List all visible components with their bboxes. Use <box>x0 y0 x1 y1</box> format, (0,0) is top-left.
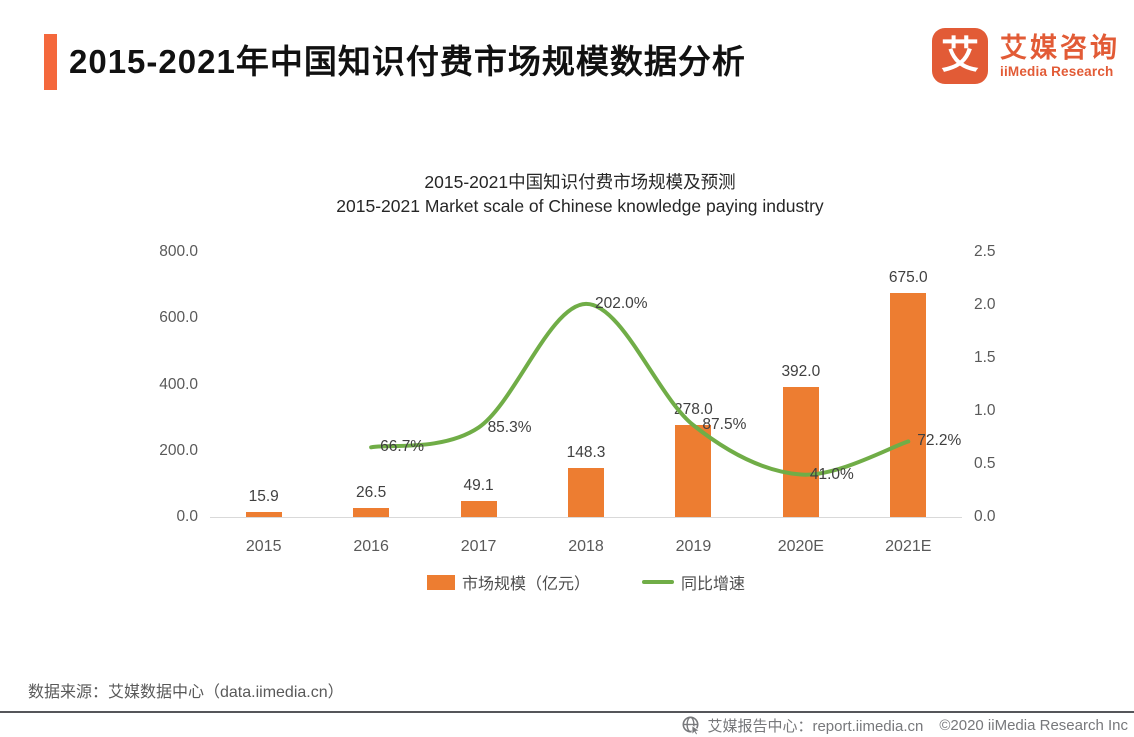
legend-item-growth-rate: 同比增速 <box>642 570 745 594</box>
y-tick-label-left: 800.0 <box>159 243 198 260</box>
bar-2019 <box>675 424 712 517</box>
y-tick-label-right: 0.5 <box>974 455 996 472</box>
right-axis: 2.5 2.0 1.5 1.0 0.5 0.0 <box>974 243 1024 525</box>
title-accent-bar <box>44 34 57 90</box>
bar-2016 <box>353 508 390 517</box>
bar-2018 <box>568 467 604 517</box>
growth-value-label: 87.5% <box>702 416 747 434</box>
growth-value-label: 41.0% <box>809 465 854 483</box>
line-series-swatch <box>642 580 674 584</box>
y-tick-label-right: 1.5 <box>974 349 996 366</box>
bar-2017 <box>460 500 497 517</box>
growth-value-label: 85.3% <box>487 418 532 436</box>
footer-copyright: ©2020 iiMedia Research Inc <box>939 717 1128 734</box>
x-tick-label: 2018 <box>568 538 604 555</box>
bar-value-label: 15.9 <box>248 487 279 505</box>
chart-legend: 市场规模（亿元） 同比增速 <box>210 570 962 594</box>
bar-series-swatch <box>426 574 455 590</box>
footer-bar: 艾媒报告中心：report.iimedia.cn ©2020 iiMedia R… <box>682 715 1128 736</box>
x-tick-label: 2015 <box>245 538 282 555</box>
footer-divider <box>0 711 1134 713</box>
growth-line <box>369 301 911 477</box>
legend-item-market-scale: 市场规模（亿元） <box>426 570 590 594</box>
brand-name-cn: 艾媒咨询 <box>1000 32 1120 63</box>
bar-value-label: 148.3 <box>566 443 606 461</box>
brand-name-en: iiMedia Research <box>1000 63 1114 79</box>
globe-cursor-icon <box>682 716 701 735</box>
x-tick-label: 2020E <box>777 538 824 555</box>
data-source-note: 数据来源：艾媒数据中心（data.iimedia.cn） <box>28 684 344 701</box>
bar-2015 <box>245 511 282 517</box>
footer-site-link[interactable]: 艾媒报告中心：report.iimedia.cn <box>707 718 924 735</box>
x-tick-label: 2017 <box>460 538 497 555</box>
iimedia-logo: 艾 艾媒咨询 iiMedia Research <box>932 28 1120 84</box>
y-tick-label-left: 0.0 <box>176 508 198 525</box>
y-tick-label-right: 1.0 <box>974 402 996 419</box>
growth-value-label: 72.2% <box>917 432 962 450</box>
legend-label-growth-rate: 同比增速 <box>681 576 746 593</box>
left-axis: 800.0 600.0 400.0 200.0 0.0 <box>140 243 198 525</box>
chart-title-cn: 2015-2021中国知识付费市场规模及预测 <box>424 172 736 192</box>
y-tick-label-left: 600.0 <box>159 309 198 327</box>
bar-2020E <box>782 387 819 517</box>
page-title: 2015-2021年中国知识付费市场规模数据分析 <box>69 43 746 80</box>
chart-title-block: 2015-2021中国知识付费市场规模及预测 2015-2021 Market … <box>140 170 1020 219</box>
iimedia-logo-icon: 艾 <box>932 28 988 84</box>
x-tick-label: 2019 <box>675 538 712 555</box>
bar-value-label: 392.0 <box>781 363 821 381</box>
y-tick-label-left: 400.0 <box>159 375 198 393</box>
y-tick-label-right: 2.0 <box>974 296 996 313</box>
legend-label-market-scale: 市场规模（亿元） <box>461 576 590 593</box>
bar-value-label: 49.1 <box>463 476 494 494</box>
y-tick-label-right: 2.5 <box>974 243 996 260</box>
growth-value-label: 66.7% <box>380 438 425 456</box>
y-tick-label-right: 0.0 <box>974 508 996 525</box>
bar-value-label: 675.0 <box>888 269 928 287</box>
y-tick-label-left: 200.0 <box>159 441 198 459</box>
plot-area: 2015 2016 2017 2018 2019 2020E 2021E 15.9 26.5 49… <box>210 253 962 555</box>
x-tick-label: 2016 <box>353 538 389 555</box>
bar-2021E <box>890 293 927 517</box>
chart-title-en: 2015-2021 Market scale of Chinese knowle… <box>336 196 824 216</box>
x-tick-label: 2021E <box>885 538 932 555</box>
growth-value-label: 202.0% <box>595 294 648 312</box>
bar-value-label: 26.5 <box>356 484 387 502</box>
